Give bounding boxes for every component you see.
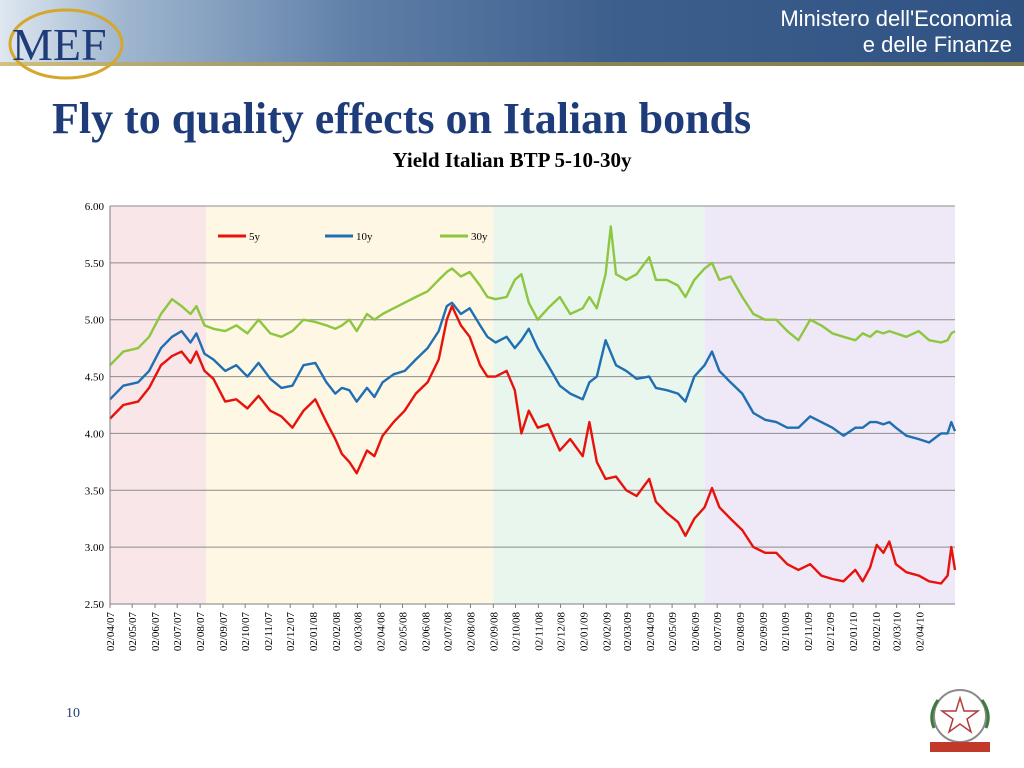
x-tick-label: 02/12/08: [556, 612, 568, 652]
x-tick-label: 02/11/09: [803, 612, 815, 651]
x-tick-label: 02/05/08: [398, 612, 410, 652]
header-banner: MEF Ministero dell'Economia e delle Fina…: [0, 0, 1024, 80]
x-tick-label: 02/01/08: [308, 612, 320, 652]
x-tick-label: 02/01/09: [578, 612, 590, 652]
x-tick-label: 02/01/10: [848, 612, 860, 652]
emblem-star-icon: [939, 695, 981, 734]
x-tick-label: 02/04/08: [375, 612, 387, 652]
legend-label-30y: 30y: [471, 231, 488, 243]
x-tick-label: 02/03/09: [622, 612, 634, 652]
y-tick-label: 3.50: [85, 485, 105, 497]
x-tick-label: 02/07/09: [712, 612, 724, 652]
series-line-5y: [109, 304, 957, 585]
y-tick-label: 5.00: [85, 315, 105, 327]
x-tick-label: 02/04/09: [645, 612, 657, 652]
chart-legend: 5y 10y 30y: [218, 231, 488, 243]
x-tick-label: 02/04/07: [105, 612, 117, 652]
y-tick-label: 3.00: [85, 542, 105, 554]
x-tick-label: 02/11/08: [533, 612, 545, 651]
x-tick-label: 02/07/07: [172, 612, 184, 652]
x-tick-label: 02/08/07: [195, 612, 207, 652]
period-bands: [110, 206, 955, 604]
x-tick-label: 02/10/09: [780, 612, 792, 652]
period-band-4: [704, 206, 955, 604]
series-line-10y: [109, 301, 957, 444]
grid-lines: [110, 205, 955, 605]
x-tick-label: 02/02/09: [601, 612, 613, 652]
series-line-30y: [109, 225, 956, 367]
series-lines: [109, 225, 957, 585]
x-tick-label: 02/03/08: [352, 612, 364, 652]
x-tick-label: 02/09/08: [488, 612, 500, 652]
x-tick-label: 02/05/09: [667, 612, 679, 652]
x-tick-label: 02/04/10: [915, 612, 927, 652]
ministry-name: Ministero dell'Economia e delle Finanze: [780, 6, 1012, 58]
period-band-3: [493, 206, 705, 604]
mef-logo: MEF: [8, 8, 124, 80]
page-title: Fly to quality effects on Italian bonds: [52, 94, 752, 143]
logo-text: MEF: [12, 19, 107, 70]
x-tick-label: 02/09/07: [218, 612, 230, 652]
x-tick-label: 02/09/09: [758, 612, 770, 652]
x-tick-label: 02/02/10: [871, 612, 883, 652]
x-tick-label: 02/03/10: [892, 612, 904, 652]
emblem-branches: [930, 699, 990, 729]
y-tick-label: 4.00: [85, 428, 105, 440]
x-tick-label: 02/06/09: [690, 612, 702, 652]
x-tick-label: 02/07/08: [443, 612, 455, 652]
x-tick-label: 02/12/07: [285, 612, 297, 652]
y-tick-label: 2.50: [85, 599, 105, 611]
x-tick-label: 02/10/08: [511, 612, 523, 652]
x-tick-label: 02/06/07: [150, 612, 162, 652]
legend-label-5y: 5y: [249, 231, 261, 243]
x-tick-label: 02/11/07: [263, 612, 275, 651]
logo-ring: [8, 8, 124, 80]
y-tick-label: 6.00: [85, 201, 105, 213]
y-tick-label: 4.50: [85, 372, 105, 384]
y-tick-label: 5.50: [85, 258, 105, 270]
x-tick-label: 02/10/07: [240, 612, 252, 652]
ministry-line-1: Ministero dell'Economia: [780, 6, 1012, 31]
x-tick-label: 02/08/09: [735, 612, 747, 652]
chart-title: Yield Italian BTP 5-10-30y: [392, 148, 632, 172]
x-tick-label: 02/05/07: [127, 612, 139, 652]
x-tick-label: 02/12/09: [825, 612, 837, 652]
x-tick-label: 02/08/08: [465, 612, 477, 652]
republic-emblem: [930, 689, 990, 752]
legend-label-10y: 10y: [356, 231, 373, 243]
x-tick-label: 02/06/08: [420, 612, 432, 652]
header-divider: [0, 62, 1024, 66]
y-axis: 2.50 3.00 3.50 4.00 4.50 5.00 5.50 6.00: [85, 201, 111, 611]
ministry-line-2: e delle Finanze: [862, 32, 1012, 57]
emblem-ribbon: [930, 742, 990, 752]
yield-line-chart: 2.50 3.00 3.50 4.00 4.50 5.00 5.50 6.00 02/04/0…: [85, 201, 957, 652]
x-axis: 02/04/07 02/05/07 02/06/07 02/07/07 02/08/07…: [105, 603, 955, 652]
page-number: 10: [66, 706, 80, 721]
x-tick-label: 02/02/08: [331, 612, 343, 652]
